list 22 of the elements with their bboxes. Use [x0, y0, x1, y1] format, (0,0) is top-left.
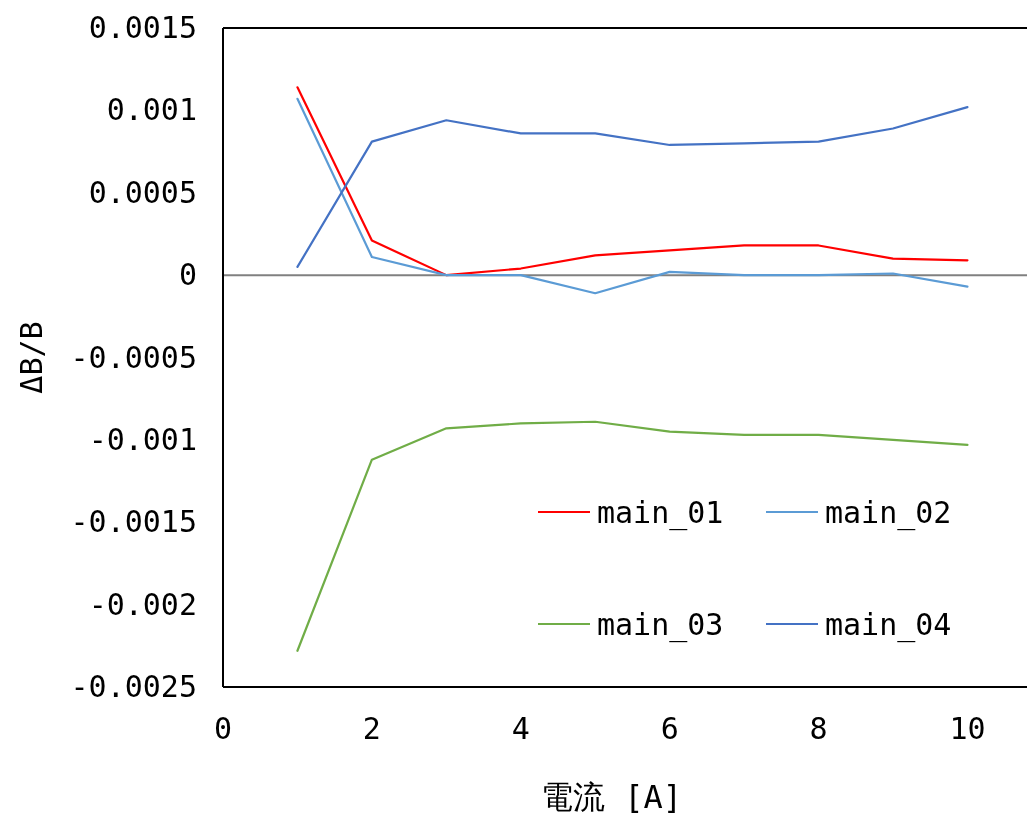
x-tick-label: 0: [213, 711, 233, 746]
legend-label: main_02: [825, 495, 952, 531]
y-tick-label: -0.0005: [70, 339, 197, 375]
y-tick-label: 0: [178, 257, 197, 293]
x-tick-label: 4: [511, 711, 530, 746]
y-tick-label: -0.001: [88, 421, 197, 457]
x-axis-title: 電流 [A]: [540, 778, 683, 816]
x-tick-label: 2: [362, 711, 381, 746]
y-tick-label: 0.001: [106, 92, 197, 128]
legend-label: main_01: [597, 495, 724, 531]
x-tick-label: 6: [660, 711, 679, 746]
y-tick-label: -0.0025: [70, 669, 197, 704]
y-tick-label: -0.0015: [70, 504, 197, 540]
legend-label: main_03: [597, 607, 724, 643]
y-tick-label: -0.002: [88, 586, 197, 622]
x-tick-label: 8: [809, 711, 828, 746]
y-axis-title: ΔB/B: [14, 321, 49, 394]
y-tick-label: 0.0015: [88, 10, 197, 45]
line-series: [296, 420, 969, 652]
x-tick-label: 10: [949, 711, 986, 746]
y-tick-label: 0.0005: [88, 174, 197, 210]
legend-label: main_04: [825, 607, 952, 643]
